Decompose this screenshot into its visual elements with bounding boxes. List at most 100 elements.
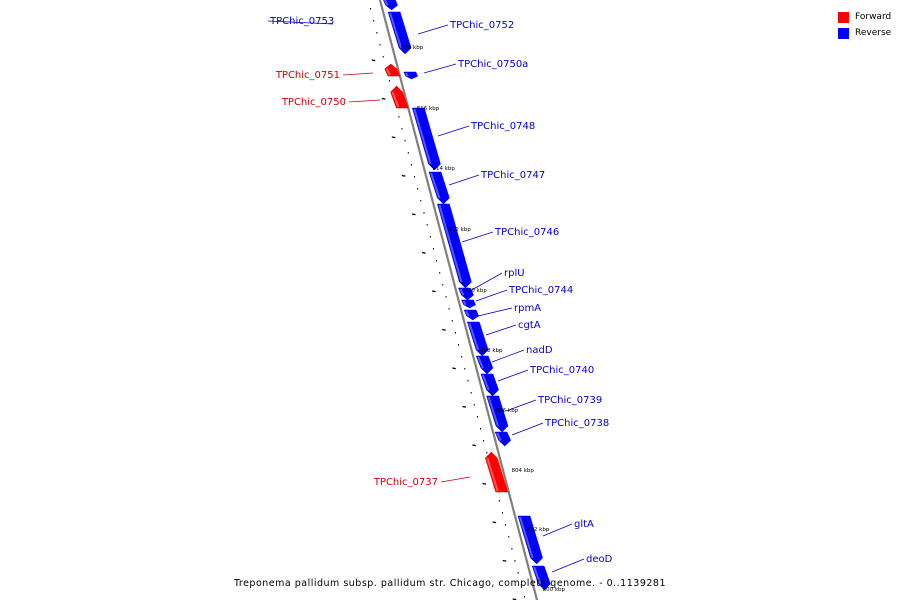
axis-tick-label: 816 kbp: [417, 106, 440, 112]
gene-feature[interactable]: gltA: [517, 515, 594, 565]
forward-swatch: [838, 11, 849, 23]
legend-label-forward: Forward: [855, 12, 892, 22]
reverse-swatch: [838, 27, 849, 39]
gene-arrow[interactable]: [517, 515, 543, 565]
minor-tick-dot: [511, 548, 513, 550]
minor-tick-dot: [520, 584, 522, 586]
gene-arrow-highlight: [468, 322, 480, 351]
gene-feature[interactable]: TPChic_0751: [275, 63, 401, 81]
gene-arrow[interactable]: [437, 203, 472, 289]
gene-feature[interactable]: nadD: [475, 345, 553, 375]
gene-label[interactable]: deoD: [586, 554, 613, 565]
major-tick-mark: [442, 328, 446, 331]
gene-features: TPChic_0753 TPChic_0752 TPChic_0751 TPChic_…: [267, 0, 613, 591]
gene-label-connector: [485, 324, 517, 336]
gene-arrow[interactable]: [461, 299, 476, 309]
gene-label[interactable]: TPChic_0739: [537, 395, 602, 406]
minor-tick-dot: [483, 440, 485, 442]
gene-label[interactable]: rplU: [504, 268, 525, 279]
major-tick-mark: [381, 97, 386, 100]
major-tick-mark: [452, 367, 456, 370]
gene-arrow[interactable]: [466, 321, 489, 357]
gene-arrow[interactable]: [384, 63, 401, 77]
gene-arrow-highlight: [496, 432, 502, 441]
minor-tick-dot: [398, 116, 400, 118]
gene-label[interactable]: TPChic_0750: [281, 97, 346, 108]
legend-item-reverse: Reverse: [838, 25, 891, 41]
minor-tick-dot: [373, 20, 375, 22]
gene-label[interactable]: TPChic_0751: [275, 70, 340, 81]
gene-arrow[interactable]: [531, 565, 551, 591]
gene-label[interactable]: TPChic_0738: [544, 418, 609, 429]
gene-arrow[interactable]: [428, 171, 450, 205]
gene-feature[interactable]: cgtA: [466, 320, 541, 357]
gene-arrow[interactable]: [411, 107, 441, 171]
gene-feature[interactable]: TPChic_0747: [428, 170, 545, 205]
minor-tick-dot: [426, 224, 428, 226]
gene-feature[interactable]: TPChic_0737: [373, 451, 509, 493]
major-tick-mark: [492, 521, 497, 524]
gene-arrow[interactable]: [494, 431, 512, 447]
minor-tick-dot: [461, 356, 463, 358]
axis-tick-label: 818 kbp: [401, 45, 424, 51]
gene-feature[interactable]: TPChic_0750: [281, 85, 409, 109]
minor-tick-dot: [473, 404, 475, 406]
major-tick-mark: [391, 136, 396, 139]
minor-tick-dot: [410, 164, 412, 166]
gene-arrow[interactable]: [383, 0, 398, 11]
gene-label[interactable]: TPChic_0748: [470, 121, 535, 132]
gene-label[interactable]: rpmA: [514, 303, 541, 314]
gene-label-connector: [348, 99, 381, 103]
gene-feature[interactable]: TPChic_0753: [267, 0, 398, 27]
gene-label[interactable]: TPChic_0740: [529, 365, 594, 376]
gene-arrow[interactable]: [458, 287, 474, 301]
gene-feature[interactable]: TPChic_0739: [486, 395, 603, 433]
gene-feature[interactable]: TPChic_0746: [437, 203, 559, 289]
gene-label[interactable]: TPChic_0744: [508, 285, 573, 296]
major-tick-mark: [462, 405, 467, 408]
gene-arrow[interactable]: [480, 373, 499, 397]
minor-tick-dot: [376, 32, 378, 34]
axis-tick-label: 808 kbp: [480, 348, 503, 354]
gene-label[interactable]: nadD: [526, 345, 553, 356]
gene-feature[interactable]: TPChic_0752: [387, 11, 514, 55]
gene-arrow-highlight: [465, 310, 470, 317]
gene-feature[interactable]: rplU: [458, 268, 525, 301]
gene-arrow[interactable]: [403, 71, 419, 80]
gene-label[interactable]: TPChic_0737: [373, 477, 438, 488]
gene-label-connector: [437, 125, 470, 137]
minor-tick-dot: [445, 296, 447, 298]
gene-label[interactable]: cgtA: [518, 320, 541, 331]
axis-tick-labels: 818 kbp 816 kbp 814 kbp 812 kbp 810 kbp 808 k…: [401, 45, 566, 593]
gene-feature[interactable]: rpmA: [463, 303, 541, 321]
gene-label[interactable]: TPChic_0753: [269, 16, 334, 27]
axis-tick-label: 800 kbp: [543, 587, 566, 593]
gene-arrow[interactable]: [463, 309, 480, 321]
gene-label-connector: [475, 289, 508, 302]
gene-arrow[interactable]: [475, 355, 494, 375]
gene-label[interactable]: TPChic_0747: [480, 170, 545, 181]
gene-feature[interactable]: deoD: [531, 554, 613, 591]
minor-tick-dot: [524, 596, 525, 598]
axis-tick-label: 814 kbp: [433, 166, 456, 172]
gene-label[interactable]: TPChic_0746: [494, 227, 559, 238]
gene-arrow[interactable]: [486, 395, 509, 433]
gene-feature[interactable]: TPChic_0748: [411, 107, 535, 171]
gene-label[interactable]: TPChic_0750a: [457, 59, 528, 70]
gene-feature[interactable]: TPChic_0744: [461, 285, 574, 309]
gene-label[interactable]: gltA: [574, 519, 594, 530]
gene-feature[interactable]: TPChic_0750a: [403, 59, 529, 80]
gene-arrow[interactable]: [390, 85, 409, 109]
minor-tick-dot: [451, 320, 453, 322]
minor-tick-dot: [498, 500, 500, 502]
gene-feature[interactable]: TPChic_0740: [480, 365, 594, 397]
genome-backbone-line: [378, 0, 539, 601]
gene-label[interactable]: TPChic_0752: [449, 20, 514, 31]
minor-tick-dot: [429, 236, 431, 238]
gene-arrow[interactable]: [387, 11, 412, 55]
gene-arrow[interactable]: [485, 451, 509, 493]
axis-tick-label: 812 kbp: [448, 227, 471, 233]
legend-item-forward: Forward: [838, 9, 891, 25]
gene-feature[interactable]: TPChic_0738: [494, 418, 609, 447]
axis-tick-label: 810 kbp: [464, 288, 487, 294]
